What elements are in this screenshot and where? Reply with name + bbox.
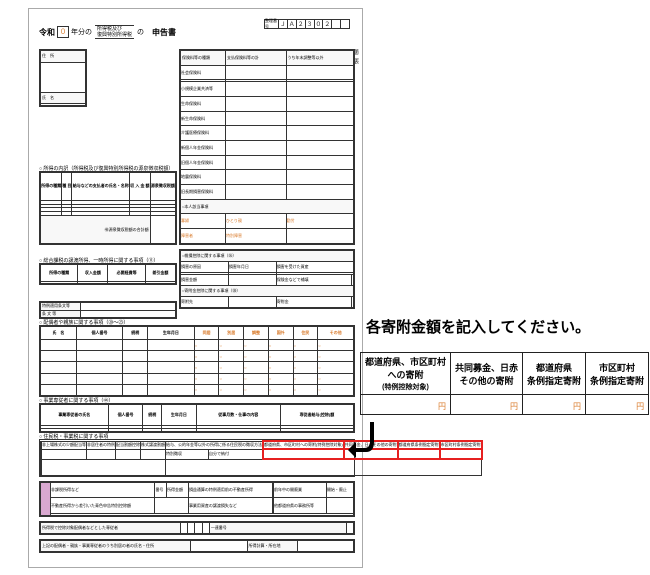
resident-tax-section: 非上場株式の少額配当等非居住者の特例 配当割額控除株式譲渡割額 給与、公的年金等… bbox=[39, 439, 355, 477]
insurance-section: 保険料等の種類 支払保険料等の計 うち年末調整等以外 社会保険料 小規模企業共済… bbox=[179, 49, 355, 245]
form-number-cells: Ｊ Ａ ２ ３ ０ ２ bbox=[279, 20, 349, 28]
footer-1: 所得税で控除対象配偶者などとした専従者 一連番号 bbox=[39, 521, 355, 535]
year-suffix: 年分の bbox=[71, 27, 92, 37]
special-provision: 特例適用条文等 条 文 等 bbox=[39, 301, 177, 319]
donation-cell-1[interactable]: 都道府県、市区町村への寄附(特例控除対象) bbox=[263, 441, 344, 449]
form-number-label: 整理番号 bbox=[265, 20, 279, 28]
family-section: 氏 名個人番号 続柄生年月日 同居別居 調整国外 住民その他 ○○○ ○○○ ○… bbox=[39, 325, 355, 397]
form-title: 申告書 bbox=[152, 27, 176, 38]
era-label: 令和 bbox=[39, 27, 55, 38]
guide-yen-3[interactable]: 円 bbox=[523, 395, 586, 415]
donation-guide-table: 都道府県、市区町村への寄附(特例控除対象) 共同募金、日赤その他の寄附 都道府県… bbox=[360, 352, 649, 415]
mid-label: 所得税及び復興特別所得税 bbox=[95, 25, 134, 39]
pointer-arrow-icon bbox=[348, 418, 376, 458]
no-label: の bbox=[137, 27, 144, 37]
footer-2: 上記の配偶者・親族・事業専従者のうち別居の者の氏名・住所 所得計算・所在地 bbox=[39, 539, 355, 553]
donation-cell-4[interactable]: 市区町村条例指定寄附 bbox=[440, 441, 482, 449]
guide-col-1: 都道府県、市区町村への寄附(特例控除対象) bbox=[361, 353, 451, 395]
income-breakdown: 所得の種類種 目 給与などの支払者の氏名・名称収 入 金 額 源泉徴収税額 ㊽源… bbox=[39, 171, 177, 245]
guide-yen-1[interactable]: 円 bbox=[361, 395, 451, 415]
guide-col-4: 市区町村条例指定寄附 bbox=[586, 353, 649, 395]
form-number-box: 整理番号 Ｊ Ａ ２ ３ ０ ２ bbox=[264, 19, 350, 29]
business-worker: 事業専従者の氏名個人番号 続柄生年月日 従事月数・仕事の内容専従者給与(控除)額 bbox=[39, 403, 355, 433]
guide-col-2: 共同募金、日赤その他の寄附 bbox=[451, 353, 523, 395]
year-box[interactable]: ０ bbox=[57, 26, 69, 38]
binding-strip bbox=[362, 9, 364, 567]
misc-deduction: ○雑損控除に関する事項（㉖） 損害の原因損害年月日 損害を受けた資産 損害金額 … bbox=[179, 249, 355, 309]
instruction-text: 各寄附金額を記入してください。 bbox=[366, 316, 590, 337]
transfer-income: 所得の種類収入金額 必要経費等差引金額 bbox=[39, 263, 177, 285]
guide-yen-4[interactable]: 円 bbox=[586, 395, 649, 415]
guide-col-3: 都道府県条例指定寄附 bbox=[523, 353, 586, 395]
address-box: 住 所 氏 名 bbox=[39, 49, 87, 107]
tax-form: 第二表 令和 ０ 年分の 所得税及び復興特別所得税 の 申告書 整理番号 Ｊ Ａ… bbox=[28, 8, 363, 568]
donation-cell-3[interactable]: 都道府県条例指定寄附 bbox=[398, 441, 440, 449]
business-tax-section: 非課税所得など番号 所得金額 損益通算の特例適用前の不動産所得 前年中の開廃業開… bbox=[39, 481, 355, 517]
guide-yen-2[interactable]: 円 bbox=[451, 395, 523, 415]
